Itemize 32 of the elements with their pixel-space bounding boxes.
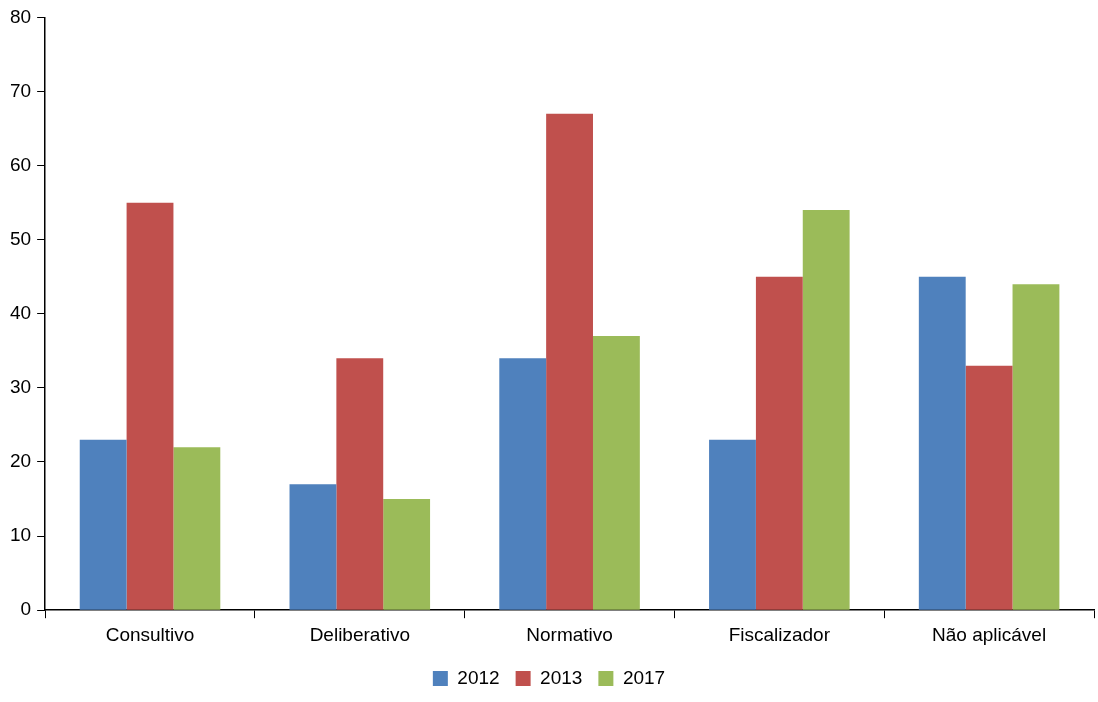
y-tick-label: 80 — [9, 5, 32, 27]
y-tick-label: 70 — [9, 79, 32, 101]
y-tick-label: 0 — [20, 598, 32, 620]
y-tick-label: 60 — [9, 153, 32, 175]
bar — [289, 484, 337, 610]
bar — [126, 202, 174, 610]
bar — [709, 439, 756, 610]
x-tick-label: Deliberativo — [309, 623, 410, 645]
x-tick-label: Consultivo — [105, 623, 195, 645]
y-tick-label: 20 — [9, 450, 32, 472]
x-tick-label: Não aplicável — [932, 623, 1047, 645]
y-tick-label: 40 — [9, 302, 32, 324]
bar — [336, 358, 384, 610]
legend-label: 2013 — [540, 666, 583, 688]
bar — [918, 276, 966, 610]
bar — [383, 499, 431, 610]
bar — [755, 276, 803, 610]
y-tick-label: 10 — [9, 524, 32, 546]
legend-label: 2017 — [622, 666, 666, 688]
bar — [1012, 284, 1060, 610]
y-tick-label: 50 — [9, 227, 32, 249]
y-tick-label: 30 — [9, 376, 32, 398]
bar — [802, 210, 850, 610]
bar — [173, 447, 221, 610]
bar — [546, 113, 593, 610]
x-tick-label: Normativo — [526, 623, 613, 645]
bar — [592, 336, 640, 610]
legend-label: 2012 — [457, 666, 500, 688]
bar — [965, 365, 1013, 610]
bar — [499, 358, 547, 610]
x-tick-label: Fiscalizador — [728, 623, 831, 645]
bar — [79, 439, 127, 610]
